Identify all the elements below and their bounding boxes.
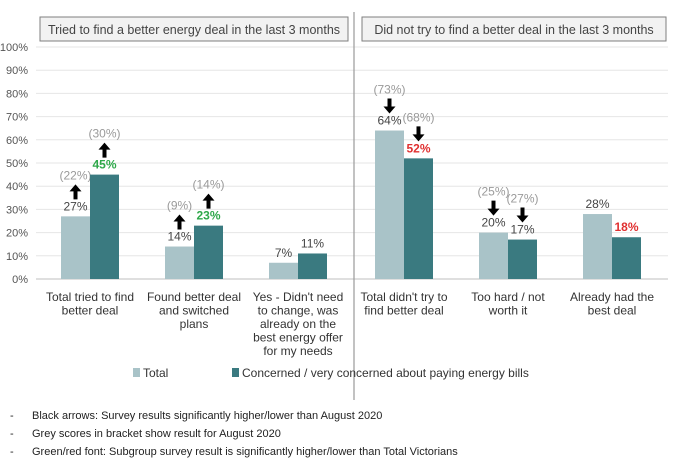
x-category-label: Already had the (570, 290, 654, 304)
previous-value-label: (30%) (88, 127, 120, 141)
y-tick-label: 60% (6, 135, 28, 147)
bar-concerned (508, 239, 537, 279)
footnote-1: - Black arrows: Survey results significan… (10, 410, 383, 422)
x-category-label: Total tried to find (46, 290, 134, 304)
bar-chart: 0% 10% 20% 30% 40% 50% 60% 70% 80% 90% 100% Tried t… (0, 12, 668, 400)
previous-value-label: (14%) (192, 178, 224, 192)
previous-value-label: (25%) (477, 185, 509, 199)
x-category-label: for my needs (263, 344, 332, 358)
y-tick-label: 20% (6, 228, 28, 240)
footnotes: - Black arrows: Survey results significan… (10, 407, 458, 461)
x-category-label: Too hard / not (471, 290, 545, 304)
arrow-up-icon (69, 184, 82, 200)
x-category-label: to change, was (258, 304, 339, 318)
arrow-up-icon (202, 193, 215, 209)
panel-title: Did not try to find a better deal in the… (374, 23, 653, 37)
footnote-2: - Grey scores in bracket show result for … (10, 428, 281, 440)
x-category-label: best energy offer (253, 331, 343, 345)
x-category-label: Total didn't try to (361, 290, 448, 304)
y-tick-label: 80% (6, 88, 28, 100)
y-tick-label: 0% (12, 274, 28, 286)
arrow-down-icon (412, 126, 425, 142)
data-label: 45% (92, 158, 116, 172)
y-tick-label: 50% (6, 158, 28, 170)
data-label: 64% (377, 114, 401, 128)
panel-title-box (361, 16, 667, 42)
x-category-label: Found better deal (147, 290, 241, 304)
legend-label: Total (143, 366, 168, 380)
y-tick-label: 40% (6, 181, 28, 193)
data-label: 18% (614, 220, 638, 234)
bar-concerned (194, 225, 223, 279)
x-category-label: and switched (159, 304, 229, 318)
arrow-up-icon (173, 214, 186, 230)
x-category-label: worth it (488, 304, 528, 318)
bar-total (61, 216, 90, 279)
bar-concerned (90, 174, 119, 279)
footnote-3: - Green/red font: Subgroup survey result … (10, 446, 458, 458)
y-tick-label: 30% (6, 204, 28, 216)
x-category-label: best deal (588, 304, 637, 318)
previous-value-label: (9%) (167, 199, 192, 213)
x-category-label: Yes - Didn't need (253, 290, 344, 304)
previous-value-label: (22%) (59, 168, 91, 182)
bar-concerned (298, 253, 327, 279)
y-tick-label: 100% (0, 42, 28, 54)
bar-total (375, 130, 404, 279)
arrow-down-icon (487, 200, 500, 216)
y-tick-label: 90% (6, 65, 28, 77)
previous-value-label: (73%) (373, 83, 405, 97)
legend-label: Concerned / very concerned about paying … (242, 366, 529, 380)
data-label: 23% (196, 209, 220, 223)
x-category-label: better deal (62, 304, 119, 318)
data-label: 28% (585, 197, 609, 211)
data-label: 14% (167, 230, 191, 244)
data-label: 52% (406, 141, 430, 155)
arrow-up-icon (98, 142, 111, 158)
bar-total (583, 214, 612, 279)
data-label: 7% (275, 246, 293, 260)
panel-title-box (39, 16, 349, 42)
panel-title: Tried to find a better energy deal in th… (48, 23, 340, 37)
arrow-down-icon (516, 207, 529, 223)
data-label: 11% (301, 236, 324, 250)
x-category-label: plans (180, 317, 209, 331)
bar-concerned (404, 158, 433, 279)
previous-value-label: (68%) (402, 110, 434, 124)
data-label: 17% (510, 223, 534, 237)
y-tick-label: 70% (6, 112, 28, 124)
previous-value-label: (27%) (506, 192, 538, 206)
data-label: 20% (481, 216, 505, 230)
bar-total (479, 232, 508, 279)
arrow-down-icon (383, 98, 396, 114)
data-label: 27% (63, 199, 87, 213)
legend-swatch (232, 368, 239, 377)
x-category-label: already on the (260, 317, 336, 331)
y-tick-label: 10% (6, 251, 28, 263)
bar-total (269, 262, 298, 279)
bar-concerned (612, 237, 641, 279)
x-category-label: find better deal (364, 304, 443, 318)
bar-total (165, 246, 194, 279)
legend-swatch (133, 368, 140, 377)
